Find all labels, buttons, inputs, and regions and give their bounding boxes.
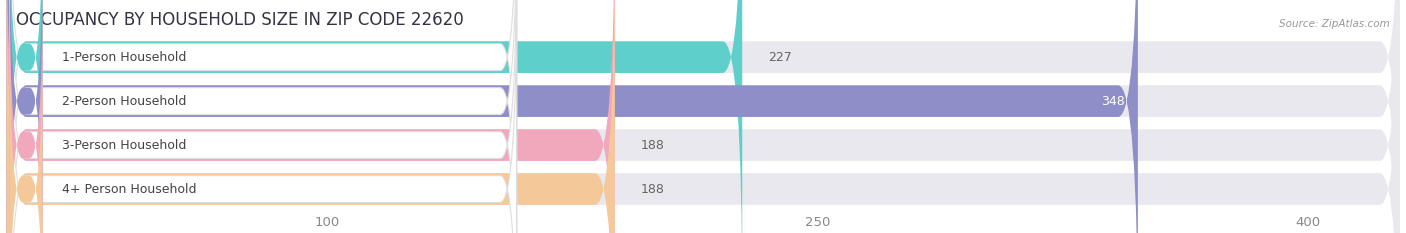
FancyBboxPatch shape (10, 0, 516, 233)
FancyBboxPatch shape (7, 0, 1399, 233)
FancyBboxPatch shape (10, 0, 42, 233)
Text: 227: 227 (769, 51, 792, 64)
Text: Source: ZipAtlas.com: Source: ZipAtlas.com (1279, 19, 1389, 29)
FancyBboxPatch shape (7, 0, 1399, 233)
Text: 250: 250 (804, 216, 830, 229)
FancyBboxPatch shape (7, 0, 614, 233)
FancyBboxPatch shape (10, 0, 42, 219)
FancyBboxPatch shape (7, 0, 614, 233)
Text: 4+ Person Household: 4+ Person Household (62, 182, 197, 195)
Text: 100: 100 (315, 216, 340, 229)
FancyBboxPatch shape (7, 0, 1399, 233)
FancyBboxPatch shape (10, 0, 42, 233)
FancyBboxPatch shape (10, 0, 516, 233)
Text: 3-Person Household: 3-Person Household (62, 139, 187, 152)
FancyBboxPatch shape (10, 0, 516, 233)
Text: 1-Person Household: 1-Person Household (62, 51, 187, 64)
FancyBboxPatch shape (7, 0, 1137, 233)
Text: 188: 188 (641, 139, 665, 152)
Text: 400: 400 (1295, 216, 1320, 229)
FancyBboxPatch shape (7, 0, 1399, 233)
Text: 188: 188 (641, 182, 665, 195)
Text: 348: 348 (1101, 95, 1125, 108)
Text: 2-Person Household: 2-Person Household (62, 95, 187, 108)
Text: OCCUPANCY BY HOUSEHOLD SIZE IN ZIP CODE 22620: OCCUPANCY BY HOUSEHOLD SIZE IN ZIP CODE … (17, 10, 464, 29)
FancyBboxPatch shape (10, 27, 42, 233)
FancyBboxPatch shape (7, 0, 742, 233)
FancyBboxPatch shape (10, 0, 516, 233)
